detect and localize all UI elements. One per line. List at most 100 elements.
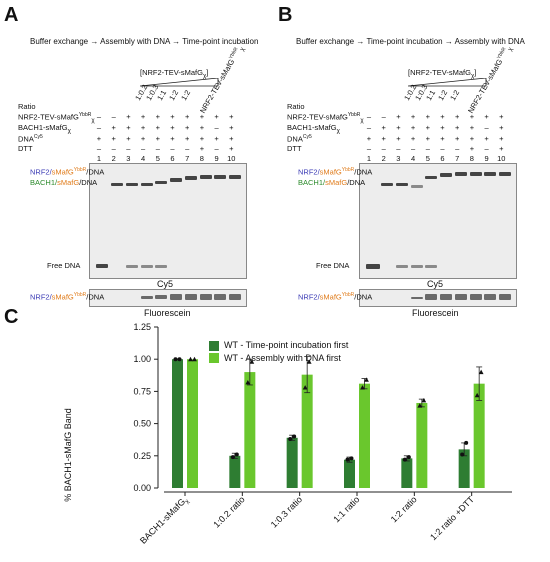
data-point <box>478 369 484 375</box>
band-label-bach1-a: BACH1/sMafG/DNA <box>30 178 98 187</box>
lane-mark-dna: + <box>484 134 489 143</box>
data-point <box>417 403 423 408</box>
lane-mark-nrf2: + <box>454 112 460 121</box>
lane-mark-dtt: – <box>155 144 160 153</box>
lane-mark-dna: + <box>499 134 504 143</box>
x-tick-label: 1:0.3 ratio <box>269 494 304 529</box>
arrow-icon: → <box>444 37 453 46</box>
lane-number: 7 <box>455 154 460 163</box>
fluor-image-a <box>89 289 247 307</box>
gel-image-b <box>359 163 517 279</box>
lane-mark-bach1: + <box>454 123 460 132</box>
lane-number: 2 <box>111 154 116 163</box>
flow-step-1: Buffer exchange <box>296 37 355 46</box>
panel-letter-a: A <box>4 4 19 26</box>
legend-swatch-light-green <box>209 353 219 364</box>
arrow-icon: → <box>356 37 365 46</box>
row-label-dna: DNACy5 <box>287 134 312 144</box>
row-label-dtt: DTT <box>287 144 302 153</box>
bar-assembly-first <box>473 383 485 488</box>
lane-mark-dna: + <box>366 134 372 143</box>
bar-time-point-first <box>458 449 470 488</box>
x-tick-label: 1:2 ratio +DTT <box>428 494 476 542</box>
lane-mark-nrf2: + <box>199 112 205 121</box>
lane-mark-dtt: + <box>229 144 234 153</box>
x-tick-label-subscript: χ <box>184 498 191 505</box>
lane-mark-bach1: + <box>469 123 475 132</box>
legend-swatch-dark-green <box>209 340 219 351</box>
lane-mark-nrf2: + <box>214 112 219 121</box>
lane-number: 8 <box>469 154 474 163</box>
lane-mark-dtt: + <box>469 144 475 153</box>
band-label-nrf2-b: NRF2/sMafGYbbR/DNA <box>298 167 373 177</box>
lane-number: 5 <box>155 154 160 163</box>
ratio-label: 1:2 <box>436 88 450 102</box>
row-label-nrf2: NRF2-TEV-sMafGYbbRχ <box>18 112 95 124</box>
flow-step-1: Buffer exchange <box>30 37 89 46</box>
data-point <box>360 385 365 390</box>
data-point <box>177 357 182 362</box>
gel-image-a <box>89 163 247 279</box>
data-point <box>288 437 293 442</box>
lane-mark-bach1: + <box>381 123 386 132</box>
lane-mark-bach1: + <box>111 123 116 132</box>
lane-number: 4 <box>141 154 146 163</box>
lane-mark-nrf2: + <box>469 112 475 121</box>
lane-mark-nrf2: – <box>96 112 102 121</box>
lane-mark-bach1: + <box>126 123 131 132</box>
band-label-fluor-b: NRF2/sMafGYbbR/DNA <box>298 292 373 302</box>
bar-time-point-first <box>229 455 241 488</box>
lane-number: 1 <box>366 154 372 163</box>
data-point <box>364 377 369 382</box>
y-tick-label: 0.75 <box>133 386 151 396</box>
lane-mark-dna: + <box>96 134 102 143</box>
bar-assembly-first <box>187 359 198 488</box>
data-point <box>292 434 297 439</box>
lane-mark-dna: + <box>126 134 131 143</box>
fluor-caption-a: Fluorescein <box>144 308 191 318</box>
lane-mark-dna: + <box>229 134 234 143</box>
lane-mark-nrf2: – <box>111 112 116 121</box>
data-point <box>464 440 469 445</box>
gel-caption-cy5-a: Cy5 <box>157 279 174 289</box>
lane-mark-nrf2: + <box>484 112 489 121</box>
lane-mark-nrf2: + <box>410 112 416 121</box>
lane-number: 1 <box>96 154 102 163</box>
data-point <box>245 379 251 385</box>
lane-mark-dna: + <box>214 134 219 143</box>
bar-time-point-first <box>172 359 183 488</box>
flow-step-3: Time-point incubation <box>182 37 259 46</box>
lane-mark-dtt: – <box>411 144 416 153</box>
lane-number: 6 <box>170 154 175 163</box>
ratio-label: 1:2 <box>179 88 193 102</box>
band-label-nrf2-a: NRF2/sMafGYbbR/DNA <box>30 167 105 177</box>
x-tick-label: 1:1 ratio <box>331 494 361 524</box>
lane-number: 10 <box>497 154 506 163</box>
lane-mark-dtt: – <box>440 144 445 153</box>
row-label-dtt: DTT <box>18 144 33 153</box>
lane-mark-nrf2: – <box>381 112 386 121</box>
lane-mark-bach1: + <box>155 123 160 132</box>
lane-mark-bach1: – <box>96 123 102 132</box>
chart-legend: WT - Time-point incubation first WT - As… <box>209 340 348 364</box>
lane-number: 7 <box>185 154 190 163</box>
lane-mark-dtt: + <box>499 144 504 153</box>
titration-label-b: [NRF2-TEV-sMafGχ] <box>408 68 477 80</box>
data-point <box>345 457 350 462</box>
data-point <box>230 455 235 460</box>
lane-mark-bach1: + <box>425 123 430 132</box>
lane-mark-nrf2: + <box>170 112 175 121</box>
lane-mark-bach1: + <box>184 123 190 132</box>
lane-mark-nrf2: + <box>425 112 430 121</box>
band-label-free-dna-b: Free DNA <box>316 261 350 270</box>
lane-mark-bach1: + <box>229 123 234 132</box>
lane-mark-nrf2: + <box>440 112 445 121</box>
lane-mark-nrf2: + <box>155 112 160 121</box>
lane-mark-dtt: – <box>366 144 372 153</box>
row-label-ratio: Ratio <box>287 102 305 111</box>
lane-mark-nrf2: + <box>396 112 401 121</box>
lane-number: 10 <box>227 154 236 163</box>
lane-mark-bach1: + <box>199 123 205 132</box>
workflow-a: Buffer exchange → Assembly with DNA → Ti… <box>30 37 258 46</box>
lane-mark-bach1: + <box>499 123 504 132</box>
